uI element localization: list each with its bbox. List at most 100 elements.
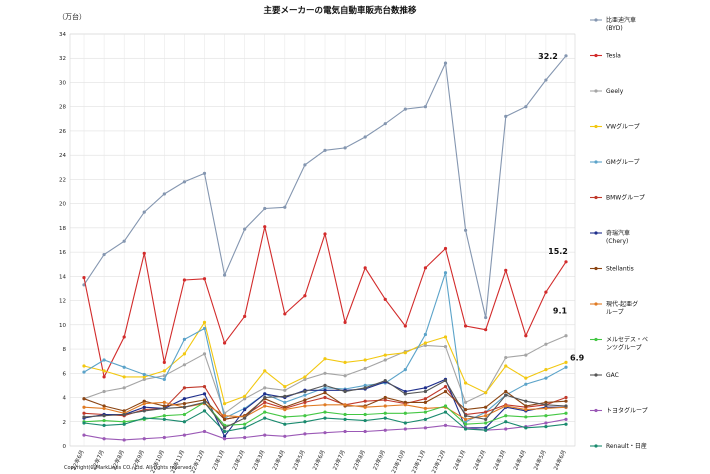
data-point [423, 332, 428, 337]
data-point [122, 438, 126, 442]
legend-swatch-marker [594, 408, 598, 413]
data-point [323, 403, 327, 407]
data-point [102, 414, 106, 418]
data-point [544, 342, 548, 346]
data-point [202, 171, 207, 175]
data-point [263, 400, 267, 404]
data-point [323, 388, 327, 392]
data-point [182, 412, 187, 417]
data-point [343, 389, 347, 394]
legend-swatch-marker [594, 195, 598, 200]
data-point [423, 410, 428, 414]
data-point [102, 406, 106, 411]
y-tick-label: 20 [59, 202, 66, 208]
data-point [524, 334, 528, 338]
data-point [504, 414, 508, 418]
data-point [162, 404, 166, 408]
data-point [122, 365, 126, 369]
legend-swatch-marker [594, 337, 598, 342]
data-point [263, 392, 267, 396]
legend-swatch-marker [594, 124, 598, 129]
data-point [303, 163, 307, 167]
data-point [363, 405, 367, 409]
data-point [484, 315, 488, 320]
legend-label: Stellantis [606, 266, 634, 273]
x-tick-label: 23年7月 [331, 448, 347, 471]
data-point [524, 105, 528, 109]
data-point [443, 271, 448, 275]
data-point [102, 375, 106, 379]
data-point [484, 405, 488, 409]
data-point [524, 353, 528, 357]
data-point [303, 400, 307, 404]
data-point [443, 410, 448, 414]
data-point [283, 388, 287, 392]
data-point [283, 408, 287, 412]
data-point [222, 429, 227, 434]
data-point [403, 400, 407, 404]
x-tick-label: 23年3月 [250, 448, 266, 471]
data-point [122, 375, 126, 379]
data-point [82, 397, 86, 401]
data-point [283, 205, 287, 209]
data-point [463, 420, 468, 424]
y-tick-label: 4 [63, 396, 67, 402]
legend-swatch-marker [594, 444, 598, 448]
data-point [303, 404, 307, 408]
y-tick-label: 24 [59, 153, 66, 159]
data-point [423, 343, 428, 348]
data-point [403, 368, 407, 372]
data-point [363, 358, 367, 362]
data-point [122, 386, 126, 390]
data-point [323, 431, 327, 435]
data-point [363, 418, 367, 423]
data-point [222, 434, 227, 438]
data-point [423, 386, 428, 390]
data-point [463, 400, 468, 404]
y-axis-unit-label: （万台） [58, 12, 86, 21]
data-point [142, 251, 146, 255]
series-layer [82, 54, 568, 442]
data-point [182, 352, 187, 356]
data-point [102, 418, 106, 423]
data-point [102, 437, 106, 441]
legend-label: Geely [606, 88, 624, 95]
data-point [504, 114, 508, 118]
data-point [443, 389, 448, 394]
data-point [484, 410, 488, 414]
data-point [243, 422, 247, 426]
end-value-label: 15.2 [548, 247, 568, 256]
data-point [222, 414, 227, 418]
data-point [243, 426, 247, 430]
data-point [102, 369, 106, 373]
data-point [303, 375, 307, 379]
data-point [403, 324, 407, 328]
data-point [82, 415, 86, 419]
data-point [122, 239, 126, 243]
data-point [222, 426, 227, 430]
x-tick-label: 24年5月 [531, 448, 547, 471]
grid-layer [69, 33, 576, 447]
data-point [243, 394, 247, 398]
data-point [504, 393, 508, 397]
data-point [343, 429, 347, 434]
data-point [323, 148, 327, 152]
data-point [544, 414, 548, 418]
data-point [263, 225, 267, 229]
legend-label: 比亜迪汽車 [606, 16, 636, 24]
data-point [343, 417, 347, 421]
data-point [484, 414, 488, 418]
x-tick-label: 23年5月 [290, 448, 306, 471]
data-point [182, 180, 187, 184]
data-point [323, 416, 327, 420]
data-point [484, 428, 488, 432]
data-point [504, 427, 508, 431]
data-point [182, 397, 187, 401]
data-point [323, 371, 327, 375]
data-point [423, 341, 428, 345]
data-point [202, 400, 207, 404]
data-point [122, 412, 126, 417]
